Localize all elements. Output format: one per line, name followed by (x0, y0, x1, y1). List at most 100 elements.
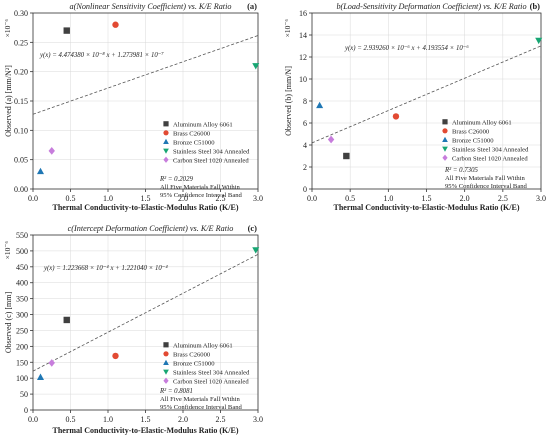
chart-title: a(Nonlinear Sensitivity Coefficient) vs.… (70, 2, 232, 11)
plot-frame (311, 12, 542, 190)
x-tick-label: 2.0 (460, 194, 470, 203)
legend-label: Stainless Steel 304 Annealed (452, 147, 529, 154)
y-tick-label: 4 (303, 141, 307, 150)
legend-marker (163, 156, 169, 163)
axis-multiplier: ×10⁻⁶ (3, 241, 12, 260)
x-axis-label: Thermal Conductivity-to-Elastic-Modulus … (53, 203, 239, 212)
data-point (112, 352, 119, 360)
chart-title: c(Intercept Deformation Coefficient) vs.… (68, 224, 234, 233)
legend-label: Bronze C51000 (173, 361, 215, 368)
x-tick-label: 0.5 (66, 415, 76, 424)
data-point (36, 167, 45, 175)
x-tick-label: 2.5 (216, 415, 226, 424)
x-tick-label: 1.0 (103, 415, 113, 424)
panel-b: 0.0 0.5 1.0 1.5 2.0 2.5 3.0 0 2 4 6 8 10 12 14 16 b(Load… (283, 1, 546, 212)
data-point (63, 316, 70, 324)
data-point (48, 359, 55, 367)
y-tick-label: 0.20 (14, 68, 28, 77)
x-tick-label: 3.0 (536, 194, 546, 203)
legend-label: Carbon Steel 1020 Annealed (173, 379, 249, 386)
plot-frame (32, 12, 259, 190)
y-axis-label: Observed (a) [mm/N²] (4, 65, 13, 137)
x-tick-label: 0.5 (345, 194, 355, 203)
data-point (252, 63, 260, 70)
x-tick-label: 0.0 (28, 194, 38, 203)
y-tick-label: 300 (16, 311, 28, 320)
fit-line (33, 253, 258, 372)
legend-marker (442, 128, 448, 134)
y-tick-label: 0.10 (14, 126, 28, 135)
y-tick-label: 12 (299, 53, 307, 62)
plot-frame (32, 234, 259, 411)
chart-title: b(Load-Sensitivity Deformation Coefficie… (336, 2, 526, 11)
x-tick-label: 2.5 (216, 194, 226, 203)
panel-c: 0.0 0.5 1.0 1.5 2.0 2.5 3.0 0 50 100 150 200 250 300 3… (3, 223, 263, 435)
y-axis-label: Observed (c) [mm] (4, 292, 13, 354)
data-point (252, 247, 260, 254)
x-tick-label: 1.5 (141, 415, 151, 424)
x-tick-label: 2.5 (498, 194, 508, 203)
r-squared: R² = 0.2029 (159, 176, 193, 183)
x-tick-label: 0.5 (66, 194, 76, 203)
data-point (36, 373, 45, 380)
data-point (535, 37, 543, 45)
x-tick-label: 1.5 (141, 194, 151, 203)
legend-label: Brass C26000 (173, 352, 211, 359)
panel-label: (c) (248, 223, 258, 233)
y-tick-label: 14 (299, 31, 307, 40)
x-tick-label: 0.0 (28, 415, 38, 424)
confidence-note: All Five Materials Fall Within (160, 184, 241, 191)
data-point (327, 135, 335, 144)
confidence-note: All Five Materials Fall Within (445, 175, 526, 182)
y-tick-label: 6 (303, 119, 307, 128)
axis-multiplier: ×10⁻⁶ (3, 19, 12, 38)
x-axis-label: Thermal Conductivity-to-Elastic-Modulus … (334, 203, 520, 212)
y-tick-label: 50 (20, 390, 28, 399)
x-tick-label: 1.0 (103, 194, 113, 203)
data-point (63, 27, 70, 34)
legend-marker (163, 121, 169, 127)
legend: Aluminum Alloy 6061 Brass C26000 Bronze C5… (442, 119, 529, 163)
r-squared: R² = 0.8081 (159, 388, 193, 395)
x-tick-label: 1.0 (383, 194, 393, 203)
legend: Aluminum Alloy 6061 Brass C26000 Bronze C5… (163, 342, 250, 386)
legend-label: Aluminum Alloy 6061 (173, 343, 233, 350)
y-tick-label: 450 (16, 263, 28, 272)
y-tick-label: 8 (303, 97, 307, 106)
fit-equation: y(x) = 1.223668 × 10⁻⁴ x + 1.221040 × 10… (43, 265, 168, 272)
x-tick-label: 3.0 (253, 415, 263, 424)
data-point (316, 101, 324, 109)
legend-marker (442, 146, 448, 152)
r-squared: R² = 0.7305 (444, 167, 478, 174)
y-tick-label: 0 (303, 185, 307, 194)
legend-label: Bronze C51000 (452, 138, 494, 145)
panel-label: (a) (247, 1, 257, 11)
legend: Aluminum Alloy 6061 Brass C26000 Bronze C5… (163, 121, 250, 165)
confidence-note: 95% Confidence Interval Band (445, 183, 528, 190)
y-tick-label: 2 (303, 163, 307, 172)
y-tick-label: 350 (16, 295, 28, 304)
legend-label: Carbon Steel 1020 Annealed (173, 158, 249, 165)
y-tick-label: 10 (299, 75, 307, 84)
data-point (112, 21, 119, 28)
legend-marker (163, 377, 169, 384)
legend-label: Aluminum Alloy 6061 (173, 122, 233, 129)
y-tick-label: 100 (16, 374, 28, 383)
data-point (48, 147, 55, 155)
y-tick-label: 400 (16, 279, 28, 288)
y-tick-label: 250 (16, 326, 28, 335)
legend-label: Stainless Steel 304 Annealed (173, 149, 250, 156)
legend-marker (163, 359, 169, 366)
confidence-note: 95% Confidence Interval Band (160, 192, 243, 199)
legend-marker (442, 154, 448, 161)
legend-label: Aluminum Alloy 6061 (452, 120, 512, 127)
fit-equation: y(x) = 4.474380 × 10⁻⁸ x + 1.273981 × 10… (39, 52, 164, 59)
legend-marker (163, 342, 169, 348)
y-tick-label: 0.30 (14, 9, 28, 18)
legend-marker (442, 119, 448, 125)
y-tick-label: 16 (299, 9, 307, 18)
legend-marker (163, 130, 169, 136)
data-point (392, 113, 400, 120)
legend-marker (163, 369, 169, 375)
y-tick-label: 200 (16, 342, 28, 351)
